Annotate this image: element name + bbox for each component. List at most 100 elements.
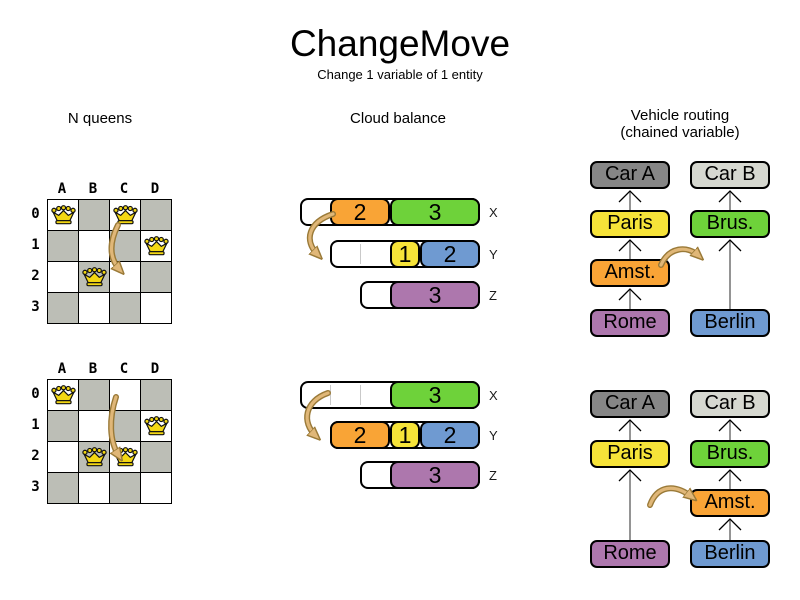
section-label-cloud-balance: Cloud balance [350, 110, 446, 127]
vehicle-box-paris: Paris [590, 440, 670, 468]
section-label-vehicle-routing: Vehicle routing [630, 107, 730, 124]
board-col-label-A: A [57, 181, 67, 197]
board-cell-B3 [79, 293, 109, 323]
cloud-process-block: 3 [390, 198, 480, 226]
chain-arrowhead-icon [618, 239, 642, 252]
computer-label-X: X [489, 205, 498, 220]
board-cell-B2 [79, 442, 109, 472]
board-cell-A0 [48, 200, 78, 230]
computer-label-Z: Z [489, 468, 497, 483]
computer-label-Y: Y [489, 428, 498, 443]
board-row-label-2: 2 [31, 448, 40, 464]
chain-arrowhead-icon [618, 288, 642, 301]
board-row-label-3: 3 [31, 479, 40, 495]
chain-arrowhead-icon [618, 469, 642, 482]
cloud-process-block: 2 [330, 421, 390, 449]
board-cell-C1 [110, 411, 140, 441]
board-col-label-A: A [57, 361, 67, 377]
queen-icon [112, 205, 139, 226]
vehicle-box-amst: Amst. [690, 489, 770, 517]
chain-arrowhead-icon [718, 518, 742, 531]
vehicle-box-rome: Rome [590, 309, 670, 337]
queen-icon [50, 205, 77, 226]
section-sublabel-vehicle-routing: (chained variable) [620, 124, 740, 141]
board-cell-A2 [48, 262, 78, 292]
vehicle-box-cara: Car A [590, 390, 670, 418]
cloud-bar-after-Z: 3 [360, 461, 480, 489]
board-cell-C3 [110, 473, 140, 503]
chain-arrowhead-icon [718, 239, 742, 252]
board-cell-A1 [48, 411, 78, 441]
bar-unit-divider [360, 385, 361, 405]
board-col-label-C: C [119, 361, 129, 377]
board-cell-C0 [110, 200, 140, 230]
board-cell-B1 [79, 231, 109, 261]
cloud-process-block: 3 [390, 281, 480, 309]
board-col-label-C: C [119, 181, 129, 197]
vehicle-box-paris: Paris [590, 210, 670, 238]
board-row-label-1: 1 [31, 417, 40, 433]
vehicle-box-brus: Brus. [690, 210, 770, 238]
queen-icon [143, 236, 170, 257]
chain-arrowhead-icon [718, 190, 742, 203]
board-cell-C2 [110, 442, 140, 472]
board-cell-C0 [110, 380, 140, 410]
board-col-label-D: D [150, 361, 160, 377]
board-cell-D1 [141, 411, 171, 441]
section-label-nqueens: N queens [67, 110, 133, 127]
computer-label-X: X [489, 388, 498, 403]
nqueens-board-before [47, 199, 172, 324]
board-col-label-D: D [150, 181, 160, 197]
queen-icon [81, 447, 108, 468]
board-row-label-3: 3 [31, 299, 40, 315]
move-arrow-vehicle-after-outline [647, 485, 695, 508]
page-title: ChangeMove [289, 23, 511, 64]
board-cell-C2 [110, 262, 140, 292]
vehicle-box-rome: Rome [590, 540, 670, 568]
nqueens-board-after [47, 379, 172, 504]
board-row-label-0: 0 [31, 206, 40, 222]
board-cell-A3 [48, 473, 78, 503]
board-cell-A0 [48, 380, 78, 410]
bar-unit-divider [330, 385, 331, 405]
board-cell-D3 [141, 293, 171, 323]
board-cell-A1 [48, 231, 78, 261]
board-col-label-B: B [88, 361, 98, 377]
cloud-process-block: 1 [390, 421, 420, 449]
vehicle-box-berlin: Berlin [690, 540, 770, 568]
vehicle-box-carb: Car B [690, 161, 770, 189]
vehicle-box-brus: Brus. [690, 440, 770, 468]
board-cell-B0 [79, 200, 109, 230]
page-subtitle: Change 1 variable of 1 entity [317, 67, 483, 82]
queen-icon [81, 267, 108, 288]
vehicle-box-cara: Car A [590, 161, 670, 189]
chain-arrowhead-icon [618, 419, 642, 432]
vehicle-box-carb: Car B [690, 390, 770, 418]
board-cell-B2 [79, 262, 109, 292]
board-cell-D2 [141, 442, 171, 472]
board-cell-B1 [79, 411, 109, 441]
computer-label-Y: Y [489, 247, 498, 262]
board-cell-A3 [48, 293, 78, 323]
board-row-label-0: 0 [31, 386, 40, 402]
cloud-process-block: 2 [420, 421, 480, 449]
chain-arrowhead-icon [618, 190, 642, 203]
computer-label-Z: Z [489, 288, 497, 303]
queen-icon [50, 385, 77, 406]
board-cell-B0 [79, 380, 109, 410]
board-cell-A2 [48, 442, 78, 472]
board-row-label-2: 2 [31, 268, 40, 284]
cloud-process-block: 2 [420, 240, 480, 268]
move-arrow-vehicle-after [648, 486, 692, 507]
queen-icon [112, 447, 139, 468]
chain-arrowhead-icon [718, 469, 742, 482]
board-cell-D0 [141, 200, 171, 230]
queen-icon [143, 416, 170, 437]
board-cell-D3 [141, 473, 171, 503]
cloud-process-block: 1 [390, 240, 420, 268]
vehicle-box-amst: Amst. [590, 259, 670, 287]
